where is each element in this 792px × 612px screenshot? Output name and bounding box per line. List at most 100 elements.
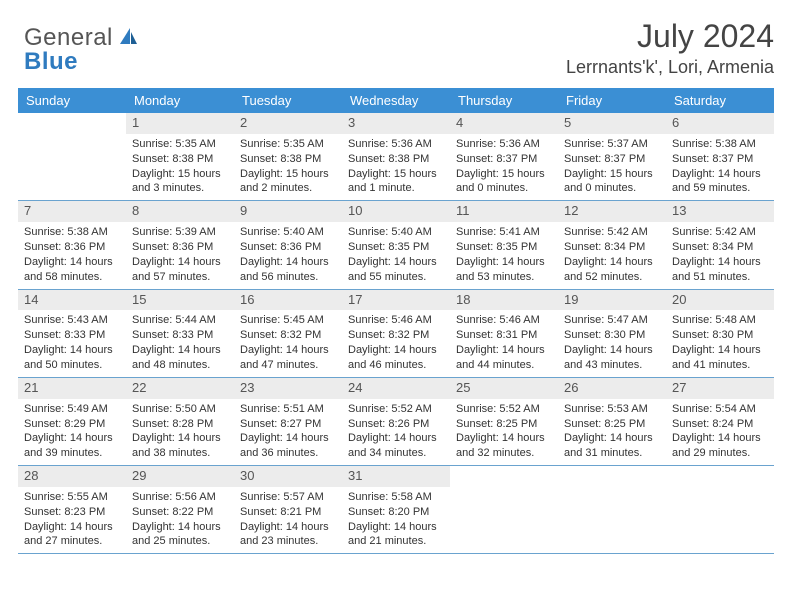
day-line: Sunrise: 5:42 AM [672,225,768,240]
calendar-table: Sunday Monday Tuesday Wednesday Thursday… [18,88,774,554]
day-line: and 58 minutes. [24,270,120,285]
day-line: Daylight: 14 hours [132,520,228,535]
calendar-cell: 19Sunrise: 5:47 AMSunset: 8:30 PMDayligh… [558,289,666,377]
day-line: Daylight: 14 hours [240,520,336,535]
weekday-row: Sunday Monday Tuesday Wednesday Thursday… [18,88,774,113]
day-line: Daylight: 14 hours [564,343,660,358]
day-line: Sunset: 8:38 PM [240,152,336,167]
day-number: 18 [450,290,558,311]
day-line: Sunset: 8:32 PM [240,328,336,343]
day-line: Sunset: 8:30 PM [564,328,660,343]
day-body: Sunrise: 5:39 AMSunset: 8:36 PMDaylight:… [126,222,234,288]
calendar-cell: 1Sunrise: 5:35 AMSunset: 8:38 PMDaylight… [126,113,234,201]
day-body: Sunrise: 5:38 AMSunset: 8:36 PMDaylight:… [18,222,126,288]
day-line: Sunrise: 5:55 AM [24,490,120,505]
day-line: and 43 minutes. [564,358,660,373]
day-line: Daylight: 14 hours [348,520,444,535]
calendar-cell: 21Sunrise: 5:49 AMSunset: 8:29 PMDayligh… [18,377,126,465]
day-line: and 57 minutes. [132,270,228,285]
day-line: Daylight: 15 hours [348,167,444,182]
header: General July 2024 Lerrnants'k', Lori, Ar… [18,18,774,78]
day-line: and 25 minutes. [132,534,228,549]
day-line: and 29 minutes. [672,446,768,461]
day-body: Sunrise: 5:53 AMSunset: 8:25 PMDaylight:… [558,399,666,465]
day-line: Daylight: 14 hours [564,431,660,446]
calendar-cell: 14Sunrise: 5:43 AMSunset: 8:33 PMDayligh… [18,289,126,377]
sail-icon [117,26,139,51]
weekday-header: Saturday [666,88,774,113]
day-body: Sunrise: 5:56 AMSunset: 8:22 PMDaylight:… [126,487,234,553]
calendar-body: 1Sunrise: 5:35 AMSunset: 8:38 PMDaylight… [18,113,774,554]
day-line: and 2 minutes. [240,181,336,196]
calendar-cell: 26Sunrise: 5:53 AMSunset: 8:25 PMDayligh… [558,377,666,465]
day-number: 17 [342,290,450,311]
day-body [18,134,126,141]
day-line: Sunrise: 5:58 AM [348,490,444,505]
calendar-cell: 13Sunrise: 5:42 AMSunset: 8:34 PMDayligh… [666,201,774,289]
calendar-cell: 22Sunrise: 5:50 AMSunset: 8:28 PMDayligh… [126,377,234,465]
calendar-cell: 9Sunrise: 5:40 AMSunset: 8:36 PMDaylight… [234,201,342,289]
day-line: Daylight: 14 hours [348,343,444,358]
day-line: Sunset: 8:27 PM [240,417,336,432]
day-line: and 44 minutes. [456,358,552,373]
day-line: Sunrise: 5:43 AM [24,313,120,328]
day-line: Sunrise: 5:35 AM [132,137,228,152]
day-number: 21 [18,378,126,399]
day-body: Sunrise: 5:46 AMSunset: 8:31 PMDaylight:… [450,310,558,376]
calendar-week: 7Sunrise: 5:38 AMSunset: 8:36 PMDaylight… [18,201,774,289]
day-line: and 56 minutes. [240,270,336,285]
day-number: 23 [234,378,342,399]
day-line: Daylight: 14 hours [672,343,768,358]
day-line: Daylight: 14 hours [564,255,660,270]
title-block: July 2024 Lerrnants'k', Lori, Armenia [566,18,774,78]
day-line: and 47 minutes. [240,358,336,373]
day-line: Sunrise: 5:42 AM [564,225,660,240]
day-number: 24 [342,378,450,399]
day-body: Sunrise: 5:41 AMSunset: 8:35 PMDaylight:… [450,222,558,288]
day-number [558,466,666,487]
calendar-week: 1Sunrise: 5:35 AMSunset: 8:38 PMDaylight… [18,113,774,201]
day-line: Daylight: 14 hours [132,255,228,270]
day-line: Sunset: 8:24 PM [672,417,768,432]
day-number: 2 [234,113,342,134]
day-body: Sunrise: 5:43 AMSunset: 8:33 PMDaylight:… [18,310,126,376]
calendar-cell [558,466,666,554]
calendar-week: 21Sunrise: 5:49 AMSunset: 8:29 PMDayligh… [18,377,774,465]
day-number [18,113,126,134]
day-line: Sunrise: 5:38 AM [24,225,120,240]
day-line: Sunset: 8:35 PM [348,240,444,255]
day-body: Sunrise: 5:49 AMSunset: 8:29 PMDaylight:… [18,399,126,465]
day-line: Sunrise: 5:45 AM [240,313,336,328]
day-body: Sunrise: 5:40 AMSunset: 8:36 PMDaylight:… [234,222,342,288]
day-line: Sunset: 8:31 PM [456,328,552,343]
day-body: Sunrise: 5:35 AMSunset: 8:38 PMDaylight:… [126,134,234,200]
calendar-cell: 3Sunrise: 5:36 AMSunset: 8:38 PMDaylight… [342,113,450,201]
day-number: 19 [558,290,666,311]
day-line: Daylight: 14 hours [348,431,444,446]
logo-blue-wrap: Blue [24,48,78,76]
day-body: Sunrise: 5:52 AMSunset: 8:26 PMDaylight:… [342,399,450,465]
day-number: 15 [126,290,234,311]
day-line: Sunset: 8:37 PM [672,152,768,167]
day-line: Sunset: 8:33 PM [24,328,120,343]
calendar-cell: 28Sunrise: 5:55 AMSunset: 8:23 PMDayligh… [18,466,126,554]
day-line: Daylight: 15 hours [240,167,336,182]
day-line: Sunrise: 5:53 AM [564,402,660,417]
day-line: and 52 minutes. [564,270,660,285]
day-line: Sunrise: 5:40 AM [240,225,336,240]
calendar-week: 14Sunrise: 5:43 AMSunset: 8:33 PMDayligh… [18,289,774,377]
calendar-cell: 31Sunrise: 5:58 AMSunset: 8:20 PMDayligh… [342,466,450,554]
day-line: and 48 minutes. [132,358,228,373]
calendar-cell: 6Sunrise: 5:38 AMSunset: 8:37 PMDaylight… [666,113,774,201]
calendar-cell: 5Sunrise: 5:37 AMSunset: 8:37 PMDaylight… [558,113,666,201]
day-line: Sunset: 8:37 PM [456,152,552,167]
day-line: and 0 minutes. [564,181,660,196]
weekday-header: Sunday [18,88,126,113]
day-line: Sunset: 8:36 PM [24,240,120,255]
day-line: Daylight: 14 hours [24,520,120,535]
day-line: Daylight: 15 hours [456,167,552,182]
day-number [666,466,774,487]
day-line: and 27 minutes. [24,534,120,549]
day-number: 5 [558,113,666,134]
day-body: Sunrise: 5:52 AMSunset: 8:25 PMDaylight:… [450,399,558,465]
